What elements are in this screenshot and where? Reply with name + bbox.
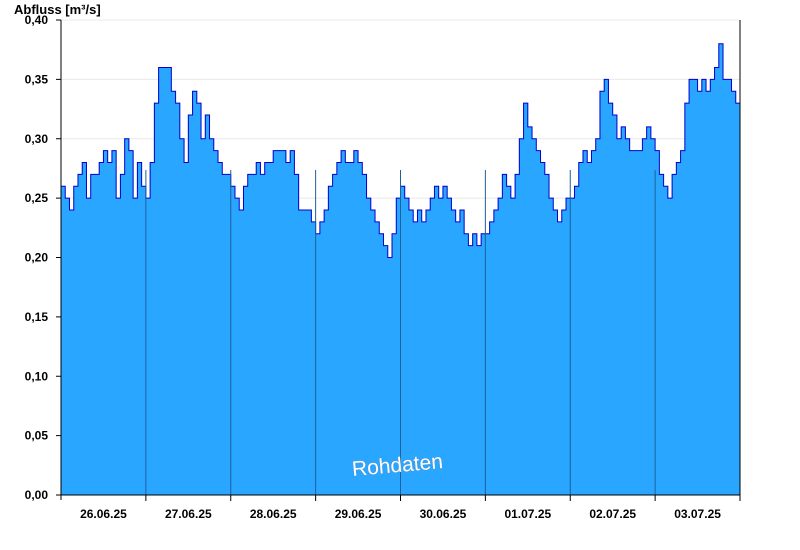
y-tick-label: 0,30 bbox=[25, 132, 49, 146]
x-ticks: 26.06.25 27.06.25 28.06.25 29.06.25 30.06.25… bbox=[80, 495, 741, 521]
x-tick-label: 30.06.25 bbox=[420, 507, 467, 521]
y-tick-label: 0,15 bbox=[25, 310, 49, 324]
x-tick-label: 29.06.25 bbox=[335, 507, 382, 521]
y-tick-label: 0,00 bbox=[25, 488, 49, 502]
x-tick-label: 27.06.25 bbox=[165, 507, 212, 521]
y-tick-label: 0,40 bbox=[25, 13, 49, 27]
y-tick-label: 0,25 bbox=[25, 191, 49, 205]
y-axis-title: Abfluss [m³/s] bbox=[14, 2, 101, 17]
x-tick-label: 02.07.25 bbox=[589, 507, 636, 521]
y-ticks: 0,00 0,05 0,10 0,15 0,20 0,25 0,30 0,35 0,40 bbox=[25, 13, 61, 502]
x-tick-label: 03.07.25 bbox=[674, 507, 721, 521]
y-tick-label: 0,20 bbox=[25, 251, 49, 265]
axes bbox=[56, 20, 741, 500]
y-tick-label: 0,10 bbox=[25, 369, 49, 383]
y-tick-label: 0,05 bbox=[25, 429, 49, 443]
x-tick-label: 26.06.25 bbox=[80, 507, 127, 521]
x-tick-label: 01.07.25 bbox=[504, 507, 551, 521]
y-tick-label: 0,35 bbox=[25, 72, 49, 86]
discharge-line bbox=[61, 43, 741, 258]
x-tick-label: 28.06.25 bbox=[250, 507, 297, 521]
day-boundary-lines bbox=[145, 170, 656, 495]
